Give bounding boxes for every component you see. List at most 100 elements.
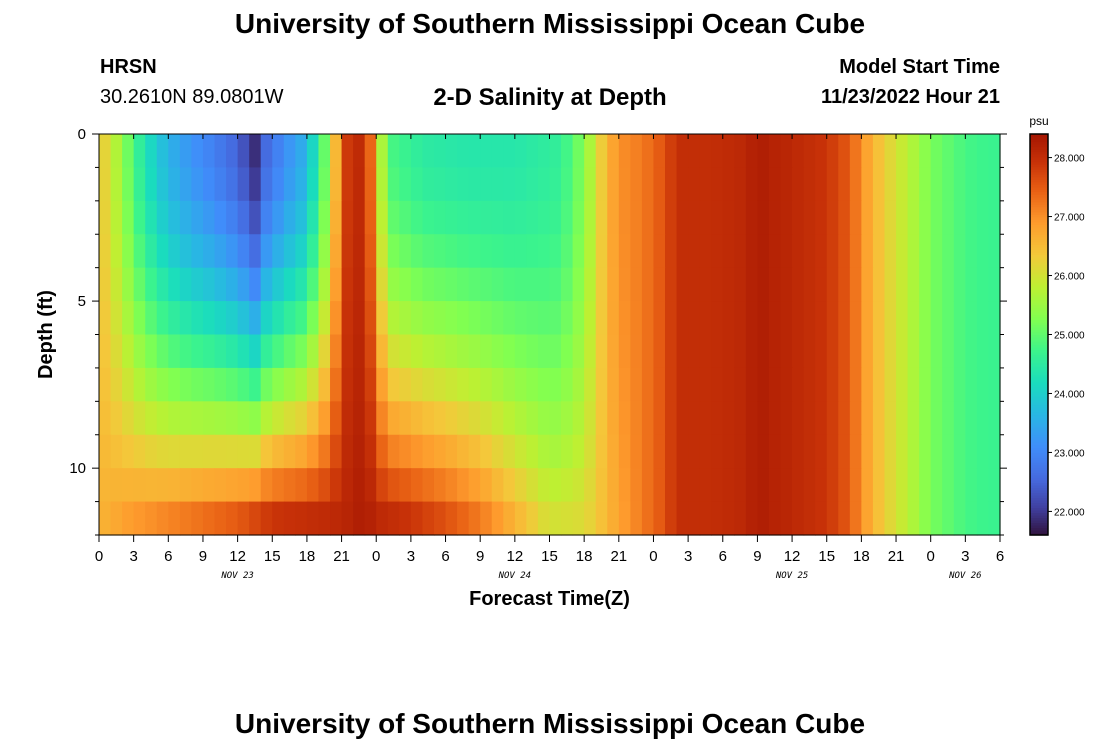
heatmap-cell [179,401,193,436]
heatmap-cell [930,200,943,235]
heatmap-cell [549,334,562,369]
colorbar-segment [1030,414,1048,418]
heatmap-cell [861,167,874,202]
heatmap-cell [734,134,747,169]
heatmap-cell [607,267,620,302]
heatmap-cell [410,367,424,402]
heatmap-cell [780,367,793,402]
heatmap-cell [526,234,539,269]
heatmap-cell [179,134,193,169]
heatmap-cell [376,134,389,169]
heatmap-cell [480,334,493,369]
heatmap-cell [595,501,608,536]
heatmap-cell [676,167,689,202]
heatmap-cell [872,267,886,302]
heatmap-cell [768,200,782,235]
heatmap-cell [422,367,435,402]
heatmap-cell [976,468,990,503]
heatmap-cell [676,267,689,302]
heatmap-cell [688,200,701,235]
heatmap-cell [341,267,354,302]
heatmap-cell [214,134,227,169]
heatmap-cell [480,468,493,503]
heatmap-cell [561,401,574,436]
heatmap-cell [353,301,366,336]
heatmap-cell [595,167,608,202]
heatmap-cell [861,401,874,436]
colorbar-segment [1030,497,1048,501]
x-tick-label: 0 [649,548,657,565]
heatmap-cell [734,301,747,336]
heatmap-cell [665,134,678,169]
colorbar-segment [1030,372,1048,376]
heatmap-cell [849,401,862,436]
heatmap-cell [122,334,135,369]
heatmap-cell [110,301,123,336]
heatmap-cell [133,200,146,235]
heatmap-cell [907,134,920,169]
heatmap-cell [861,267,874,302]
heatmap-cell [826,468,839,503]
heatmap-cell [688,334,701,369]
heatmap-cell [722,401,735,436]
heatmap-cell [503,134,516,169]
heatmap-cell [260,134,273,169]
colorbar-segment [1030,179,1048,183]
heatmap-cell [988,367,1001,402]
heatmap-cell [630,334,643,369]
colorbar-segment [1030,329,1048,333]
heatmap-cell [722,434,735,469]
colorbar-segment [1030,289,1048,293]
heatmap-cell [768,468,782,503]
heatmap-cell [353,367,366,402]
heatmap-cell [976,167,990,202]
colorbar-segment [1030,241,1048,245]
heatmap-cell [514,134,527,169]
heatmap-cell [168,334,181,369]
colorbar-segment [1030,397,1048,401]
colorbar-segment [1030,224,1048,228]
heatmap-cell [561,234,574,269]
colorbar-segment [1030,387,1048,391]
heatmap-cell [202,434,216,469]
heatmap-cell [595,367,608,402]
y-tick-label: 5 [78,293,86,310]
heatmap-cell [237,501,250,536]
heatmap-cell [688,234,701,269]
heatmap-cell [572,167,585,202]
heatmap-cell [445,434,458,469]
colorbar-segment [1030,231,1048,235]
heatmap-cell [491,434,504,469]
heatmap-cell [595,234,608,269]
heatmap-cell [260,334,273,369]
heatmap-cell [965,167,978,202]
heatmap-cell [283,234,296,269]
heatmap-cell [433,167,447,202]
colorbar-segment [1030,357,1048,361]
heatmap-cell [318,134,331,169]
heatmap-cell [734,468,747,503]
colorbar-segment [1030,484,1048,488]
x-tick-label: 9 [476,548,484,565]
heatmap-cell [584,334,597,369]
heatmap-cell [433,501,447,536]
heatmap-cell [306,501,320,536]
heatmap-cell [699,468,712,503]
heatmap-cell [399,367,412,402]
heatmap-cell [168,167,181,202]
heatmap-cell [295,401,308,436]
colorbar-segment [1030,464,1048,468]
heatmap-cell [445,134,458,169]
heatmap-cell [387,267,400,302]
heatmap-cell [953,267,966,302]
x-axis-title: Forecast Time(Z) [469,588,630,610]
heatmap-cell [618,334,631,369]
heatmap-cell [676,367,689,402]
heatmap-cell [330,301,343,336]
heatmap-cell [433,301,447,336]
heatmap-cell [838,434,851,469]
heatmap-cell [896,267,909,302]
heatmap-cell [318,267,331,302]
heatmap-cell [202,200,216,235]
heatmap-cell [272,367,285,402]
